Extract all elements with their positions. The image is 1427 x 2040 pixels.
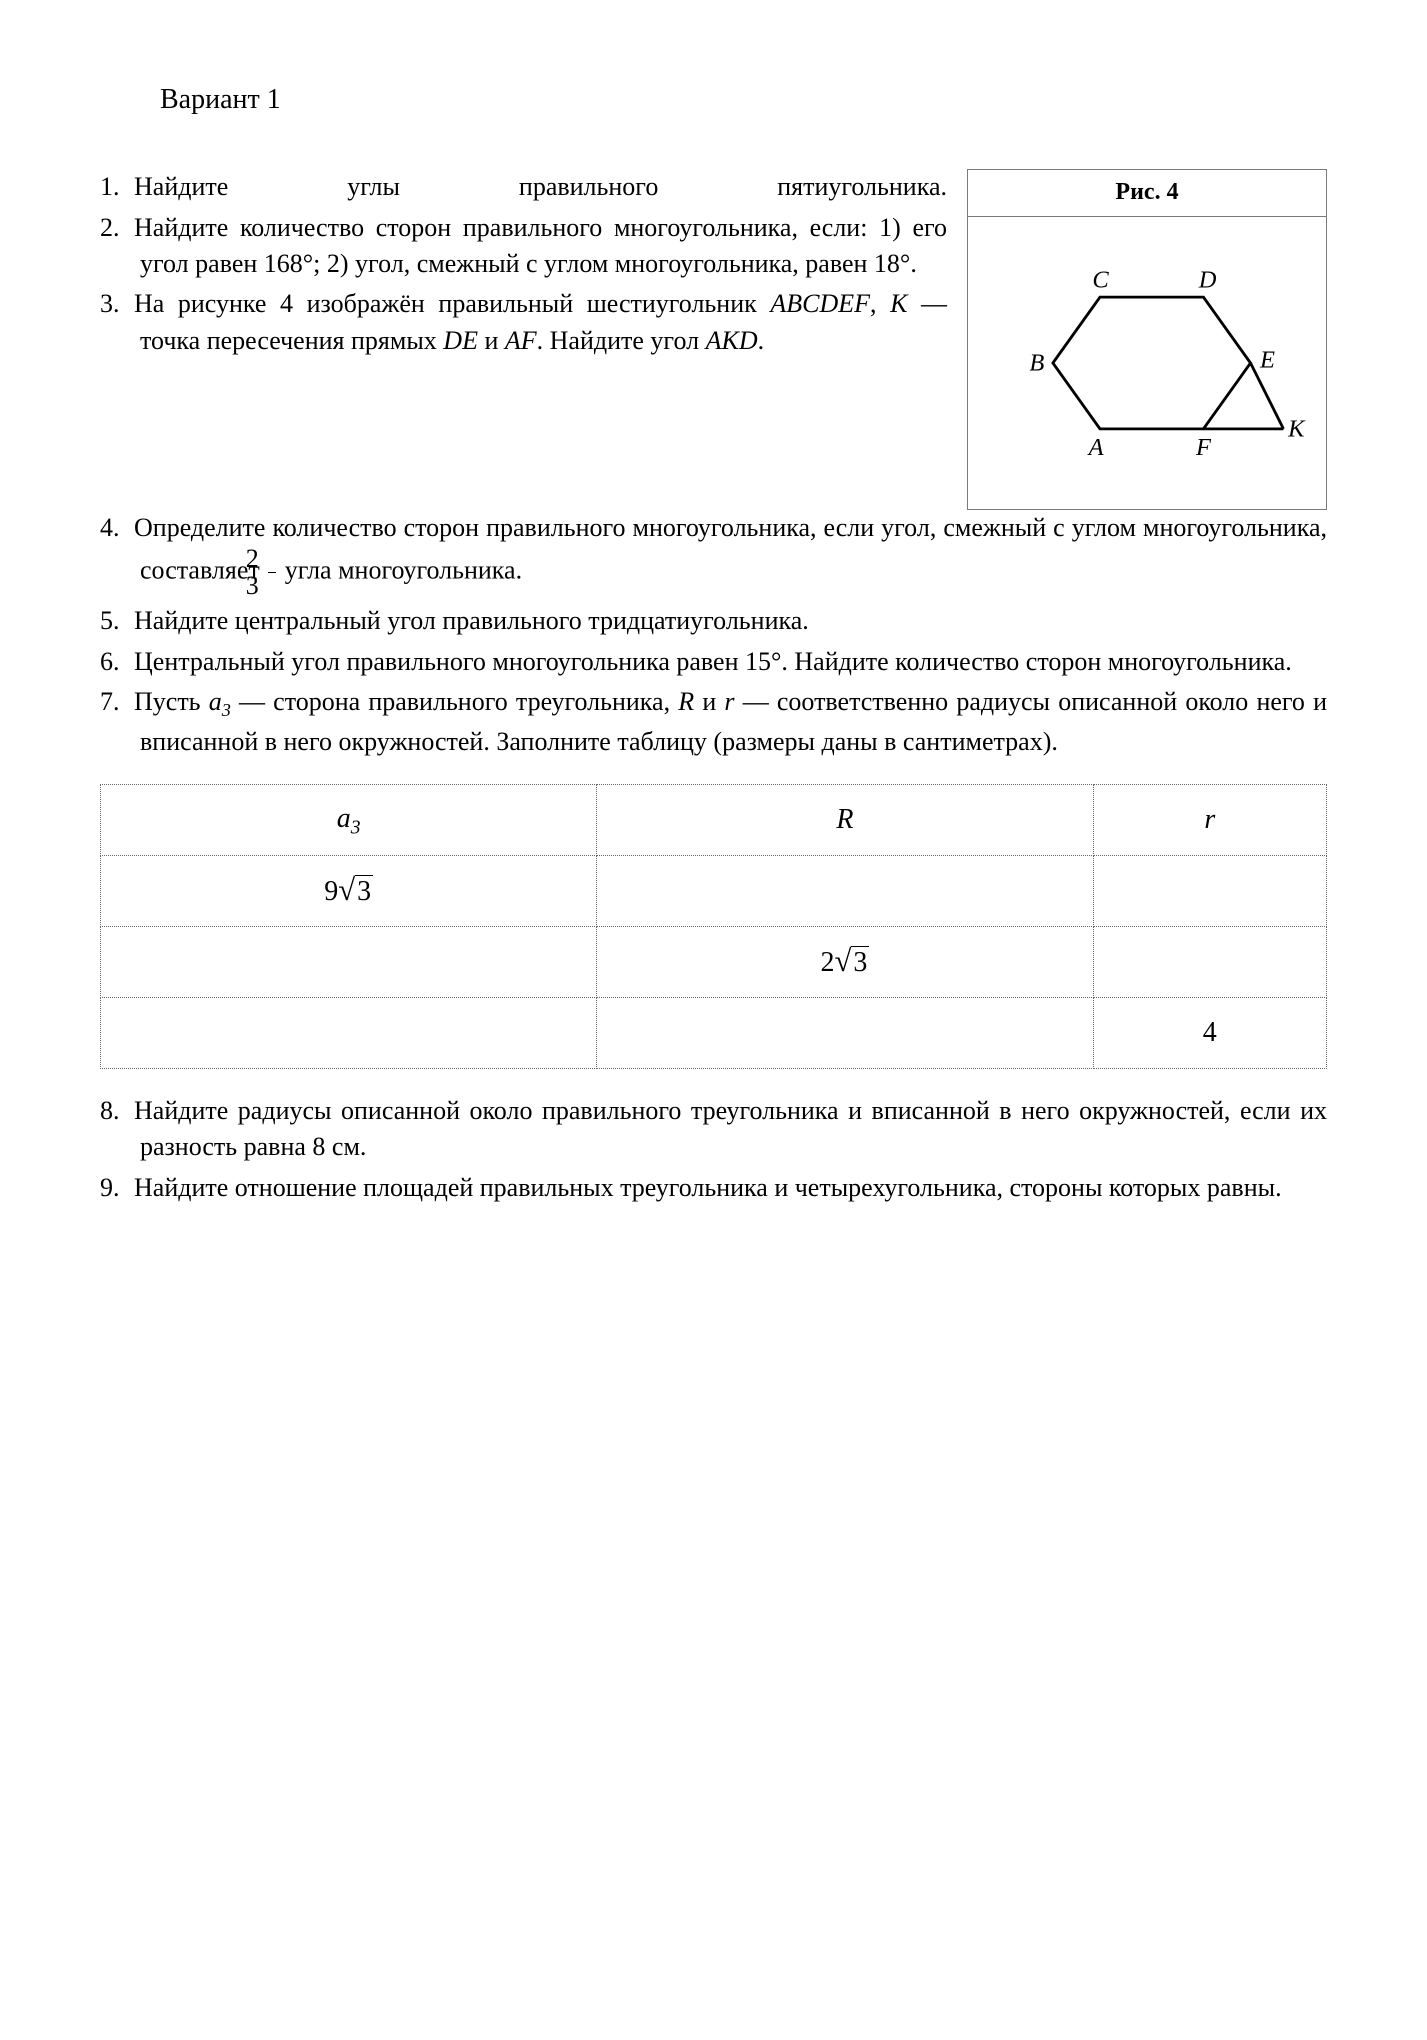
- problem-9: 9.Найдите отношение площадей правильных …: [100, 1170, 1327, 1206]
- cell-R: [597, 998, 1093, 1069]
- problem-text: . Найдите угол: [537, 326, 706, 355]
- math-var: R: [678, 687, 694, 716]
- problem-text: Найдите отношение площадей правильных тр…: [134, 1173, 1282, 1202]
- problem-2: 2.Найдите количество сторон правильного …: [100, 210, 947, 283]
- cell-a3: [101, 927, 597, 998]
- cell-r: [1093, 856, 1326, 927]
- problem-number: 3.: [100, 286, 134, 322]
- math-var: AKD: [706, 326, 758, 355]
- label-K: K: [1287, 415, 1306, 442]
- problems-upper: 1.Найдите углы правильного пятиугольника…: [100, 169, 947, 363]
- figure-body: C D B E A F K: [968, 217, 1326, 509]
- sqrt: 3: [338, 869, 373, 912]
- cell-R: [597, 856, 1093, 927]
- problem-4: 4.Определите количество сторон правильно…: [100, 510, 1327, 599]
- problems-lower: 4.Определите количество сторон правильно…: [100, 510, 1327, 760]
- label-B: B: [1029, 349, 1044, 376]
- problem-text: угла многоугольника.: [278, 556, 522, 585]
- hexagon-diagram: C D B E A F K: [987, 233, 1307, 493]
- col-a3: a3: [101, 785, 597, 856]
- math-var: K: [890, 289, 907, 318]
- problem-text: Найдите углы правильного пятиугольника.: [134, 172, 947, 201]
- variant-title: Вариант 1: [160, 80, 1327, 119]
- problem-text: ,: [870, 289, 890, 318]
- problem-number: 6.: [100, 644, 134, 680]
- numerator: 2: [268, 546, 276, 573]
- cell-r: 4: [1093, 998, 1326, 1069]
- label-F: F: [1195, 434, 1212, 461]
- problem-text: Центральный угол правильного многоугольн…: [134, 647, 1292, 676]
- label-C: C: [1092, 266, 1109, 293]
- math-var: DE: [443, 326, 478, 355]
- problem-text: и: [694, 687, 724, 716]
- label-E: E: [1259, 346, 1275, 373]
- math-var: a3: [209, 687, 231, 716]
- problem-5: 5.Найдите центральный угол правильного т…: [100, 603, 1327, 639]
- problem-number: 9.: [100, 1170, 134, 1206]
- problem-text: На рисунке 4 изображён правильный шестиу…: [134, 289, 770, 318]
- problem-text: .: [758, 326, 765, 355]
- math-var: r: [724, 687, 734, 716]
- problem-text: и: [478, 326, 505, 355]
- problem-1: 1.Найдите углы правильного пятиугольника…: [100, 169, 947, 205]
- problem-text: Найдите центральный угол правильного три…: [134, 606, 809, 635]
- figure-4: Рис. 4 C D B E A F K: [967, 169, 1327, 510]
- problem-8: 8.Найдите радиусы описанной около правил…: [100, 1093, 1327, 1166]
- problem-7: 7.Пусть a3 — сторона правильного треугол…: [100, 684, 1327, 760]
- problem-text: Найдите радиусы описанной около правильн…: [134, 1096, 1327, 1161]
- problem-number: 5.: [100, 603, 134, 639]
- problem-number: 1.: [100, 169, 134, 205]
- cell-a3: [101, 998, 597, 1069]
- problem-3: 3.На рисунке 4 изображён правильный шест…: [100, 286, 947, 359]
- math-var: ABCDEF: [770, 289, 870, 318]
- problem-text: Пусть: [134, 687, 209, 716]
- label-D: D: [1198, 266, 1217, 293]
- problem-number: 7.: [100, 684, 134, 720]
- problem-number: 2.: [100, 210, 134, 246]
- table-header-row: a3 R r: [101, 785, 1327, 856]
- sqrt: 3: [834, 940, 869, 983]
- problem-number: 4.: [100, 510, 134, 546]
- col-R: R: [597, 785, 1093, 856]
- table-row: 93: [101, 856, 1327, 927]
- figure-caption: Рис. 4: [968, 170, 1326, 217]
- problem-number: 8.: [100, 1093, 134, 1129]
- problem-6: 6.Центральный угол правильного многоугол…: [100, 644, 1327, 680]
- cell-a3: 93: [101, 856, 597, 927]
- denominator: 3: [268, 573, 276, 599]
- label-A: A: [1087, 434, 1105, 461]
- problem-text: Найдите количество сторон правильного мн…: [134, 213, 947, 278]
- problems-after-table: 8.Найдите радиусы описанной около правил…: [100, 1093, 1327, 1206]
- fraction: 23: [268, 546, 276, 599]
- table-row: 4: [101, 998, 1327, 1069]
- cell-R: 23: [597, 927, 1093, 998]
- col-r: r: [1093, 785, 1326, 856]
- triangle-table: a3 R r 93 23 4: [100, 784, 1327, 1069]
- cell-r: [1093, 927, 1326, 998]
- problem-text: — сторона правильного треугольника,: [231, 687, 678, 716]
- math-var: AF: [505, 326, 537, 355]
- upper-section: 1.Найдите углы правильного пятиугольника…: [100, 169, 1327, 510]
- table-row: 23: [101, 927, 1327, 998]
- hexagon-shape: [1053, 297, 1251, 429]
